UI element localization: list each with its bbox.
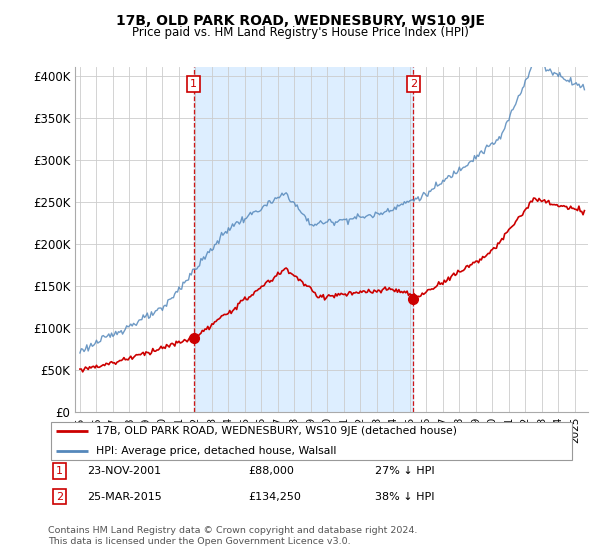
Text: 17B, OLD PARK ROAD, WEDNESBURY, WS10 9JE (detached house): 17B, OLD PARK ROAD, WEDNESBURY, WS10 9JE… xyxy=(95,426,457,436)
FancyBboxPatch shape xyxy=(50,422,572,460)
Text: 2: 2 xyxy=(410,79,417,89)
Text: 17B, OLD PARK ROAD, WEDNESBURY, WS10 9JE: 17B, OLD PARK ROAD, WEDNESBURY, WS10 9JE xyxy=(115,14,485,28)
Text: 38% ↓ HPI: 38% ↓ HPI xyxy=(376,492,435,502)
Text: 25-MAR-2015: 25-MAR-2015 xyxy=(88,492,163,502)
Text: HPI: Average price, detached house, Walsall: HPI: Average price, detached house, Wals… xyxy=(95,446,336,456)
Text: £88,000: £88,000 xyxy=(248,466,295,476)
Text: 1: 1 xyxy=(56,466,63,476)
Text: Price paid vs. HM Land Registry's House Price Index (HPI): Price paid vs. HM Land Registry's House … xyxy=(131,26,469,39)
Text: Contains HM Land Registry data © Crown copyright and database right 2024.
This d: Contains HM Land Registry data © Crown c… xyxy=(48,526,418,546)
Text: 2: 2 xyxy=(56,492,63,502)
Text: 1: 1 xyxy=(190,79,197,89)
Bar xyxy=(194,67,413,412)
Text: £134,250: £134,250 xyxy=(248,492,302,502)
Text: 27% ↓ HPI: 27% ↓ HPI xyxy=(376,466,435,476)
Text: 23-NOV-2001: 23-NOV-2001 xyxy=(88,466,162,476)
